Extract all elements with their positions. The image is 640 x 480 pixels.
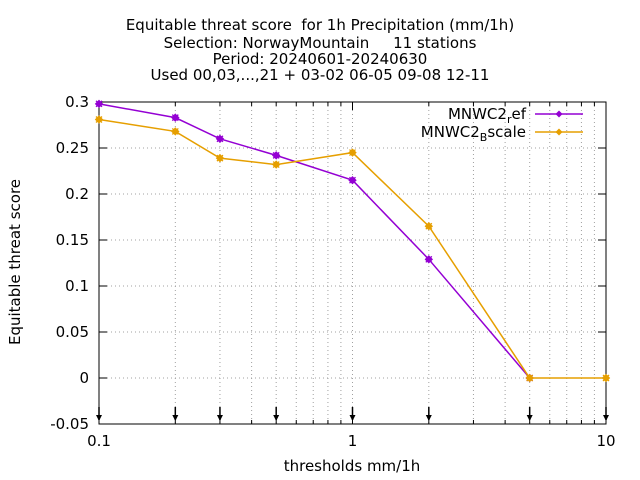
arrow-marker-head [349, 415, 356, 421]
x-tick-label: 0.1 [87, 432, 111, 450]
axis-layer: 0.30.250.20.150.10.050-0.050.1 1 10 [50, 93, 615, 450]
y-tick-label: -0.05 [50, 415, 89, 433]
plot-border [98, 101, 607, 425]
y-tick-label: 0 [79, 369, 89, 387]
series-point-cross-1 [171, 127, 179, 135]
y-tick-label: 0.05 [56, 323, 89, 341]
series-point-cross-0 [425, 255, 433, 263]
arrow-marker-head [172, 415, 179, 421]
arrow-marker-head [425, 415, 432, 421]
y-tick-label: 0.2 [65, 185, 89, 203]
chart-title-line-2: Selection: NorwayMountain 11 stations [163, 34, 477, 52]
arrow-marker-head [526, 415, 533, 421]
x-tick-label: 1 [348, 432, 358, 450]
series-point-cross-0 [171, 114, 179, 122]
arrow-marker-head [216, 415, 223, 421]
y-axis-label: Equitable threat score [6, 179, 24, 345]
arrow-marker-head [273, 415, 280, 421]
x-axis-label: thresholds mm/1h [284, 457, 421, 475]
series-point-cross-1 [602, 374, 610, 382]
y-tick-label: 0.3 [65, 93, 89, 111]
series-point-cross-1 [526, 374, 534, 382]
series-point-cross-1 [425, 222, 433, 230]
series-line-1 [98, 118, 606, 379]
series-line-0 [98, 103, 531, 379]
arrow-marker-layer [96, 407, 609, 421]
series-point-cross-1 [272, 161, 280, 169]
arrow-marker-head [96, 415, 102, 421]
chart-title-line-1: Equitable threat score for 1h Precipitat… [125, 16, 515, 34]
series-point-cross-0 [216, 135, 224, 143]
legend-swatch-point-1 [555, 128, 563, 136]
series-point-cross-1 [216, 154, 224, 162]
chart-title-line-4: Used 00,03,...,21 + 03-02 06-05 09-08 12… [150, 66, 490, 84]
y-tick-label: 0.25 [56, 139, 89, 157]
legend-swatch-point-0 [555, 110, 563, 118]
series-point-cross-0 [95, 100, 103, 108]
legend-label-1: MNWC2Bscale [421, 123, 526, 144]
series-layer [94, 99, 611, 383]
series-point-cross-1 [349, 149, 356, 157]
series-point-cross-0 [349, 176, 356, 184]
y-tick-label: 0.15 [56, 231, 89, 249]
legend-label-0: MNWC2ref [448, 105, 527, 126]
arrow-marker-head [603, 415, 609, 421]
series-point-cross-1 [95, 116, 103, 123]
x-tick-label: 10 [596, 432, 615, 450]
y-tick-label: 0.1 [65, 277, 89, 295]
chart-title-line-3: Period: 20240601-20240630 [212, 50, 428, 68]
grid-layer [99, 102, 606, 424]
series-point-cross-0 [272, 151, 280, 159]
